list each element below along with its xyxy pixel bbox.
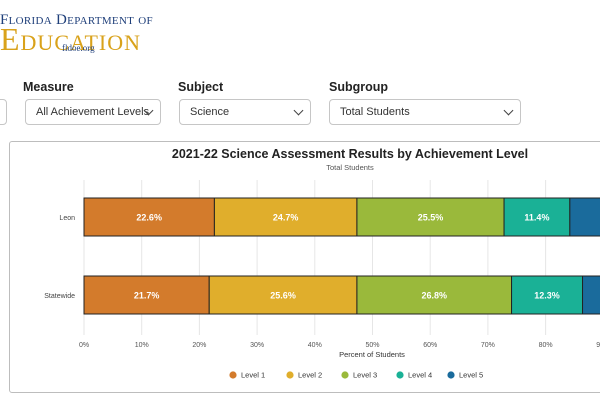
category-label: Leon bbox=[59, 215, 75, 222]
logo-department-text: Florida Department of bbox=[0, 12, 153, 28]
chart-panel bbox=[9, 141, 600, 393]
legend-label: Level 2 bbox=[298, 371, 322, 380]
measure-select[interactable]: All Achievement Levels bbox=[25, 99, 161, 125]
legend-label: Level 3 bbox=[353, 371, 377, 380]
x-tick-label: 0% bbox=[79, 342, 89, 349]
data-label: 12.3% bbox=[534, 291, 560, 301]
data-label: 26.8% bbox=[421, 291, 447, 301]
subject-select-value: Science bbox=[190, 106, 230, 118]
bar-segment bbox=[356, 275, 513, 315]
x-axis-title: Percent of Students bbox=[339, 350, 405, 359]
x-tick-label: 10% bbox=[135, 342, 149, 349]
legend-marker bbox=[341, 371, 349, 379]
legend-label: Level 5 bbox=[459, 371, 483, 380]
bar-segment bbox=[569, 197, 600, 237]
bar-segment bbox=[511, 275, 584, 315]
data-label: 21.7% bbox=[134, 291, 160, 301]
x-tick-label: 80% bbox=[539, 342, 553, 349]
x-tick-label: 70% bbox=[481, 342, 495, 349]
bar-segment bbox=[213, 197, 358, 237]
bar-segment bbox=[208, 275, 358, 315]
legend-marker bbox=[229, 371, 237, 379]
fldoe-logo[interactable]: Florida Department of Education fldoe.or… bbox=[0, 0, 160, 60]
category-label: Statewide bbox=[44, 293, 75, 300]
data-label: 22.6% bbox=[136, 213, 162, 223]
subject-label: Subject bbox=[178, 80, 224, 94]
data-label: 24.7% bbox=[273, 213, 299, 223]
x-tick-label: 90% bbox=[596, 342, 600, 349]
x-tick-label: 60% bbox=[423, 342, 437, 349]
x-tick-label: 40% bbox=[308, 342, 322, 349]
measure-label: Measure bbox=[23, 80, 74, 94]
x-tick-label: 50% bbox=[365, 342, 379, 349]
previous-filter-select[interactable] bbox=[0, 99, 7, 125]
logo-education-text: Education bbox=[0, 21, 141, 57]
bar-segment bbox=[582, 275, 600, 315]
x-tick-label: 20% bbox=[192, 342, 206, 349]
data-label: 25.6% bbox=[270, 291, 296, 301]
legend-label: Level 4 bbox=[408, 371, 432, 380]
data-label: 25.5% bbox=[418, 213, 444, 223]
chart-subtitle: Total Students bbox=[326, 163, 374, 172]
measure-select-value: All Achievement Levels bbox=[36, 106, 150, 118]
legend-marker bbox=[286, 371, 294, 379]
subject-select[interactable]: Science bbox=[179, 99, 311, 125]
legend-label: Level 1 bbox=[241, 371, 265, 380]
legend-marker bbox=[396, 371, 404, 379]
logo-url-text: fldoe.org bbox=[62, 43, 95, 53]
x-tick-label: 30% bbox=[250, 342, 264, 349]
bar-segment bbox=[503, 197, 571, 237]
chart-title: 2021-22 Science Assessment Results by Ac… bbox=[171, 147, 529, 161]
subgroup-select-value: Total Students bbox=[340, 106, 410, 118]
subgroup-select[interactable]: Total Students bbox=[329, 99, 521, 125]
data-label: 11.4% bbox=[524, 213, 549, 223]
subgroup-label: Subgroup bbox=[329, 80, 389, 94]
legend-marker bbox=[447, 371, 455, 379]
